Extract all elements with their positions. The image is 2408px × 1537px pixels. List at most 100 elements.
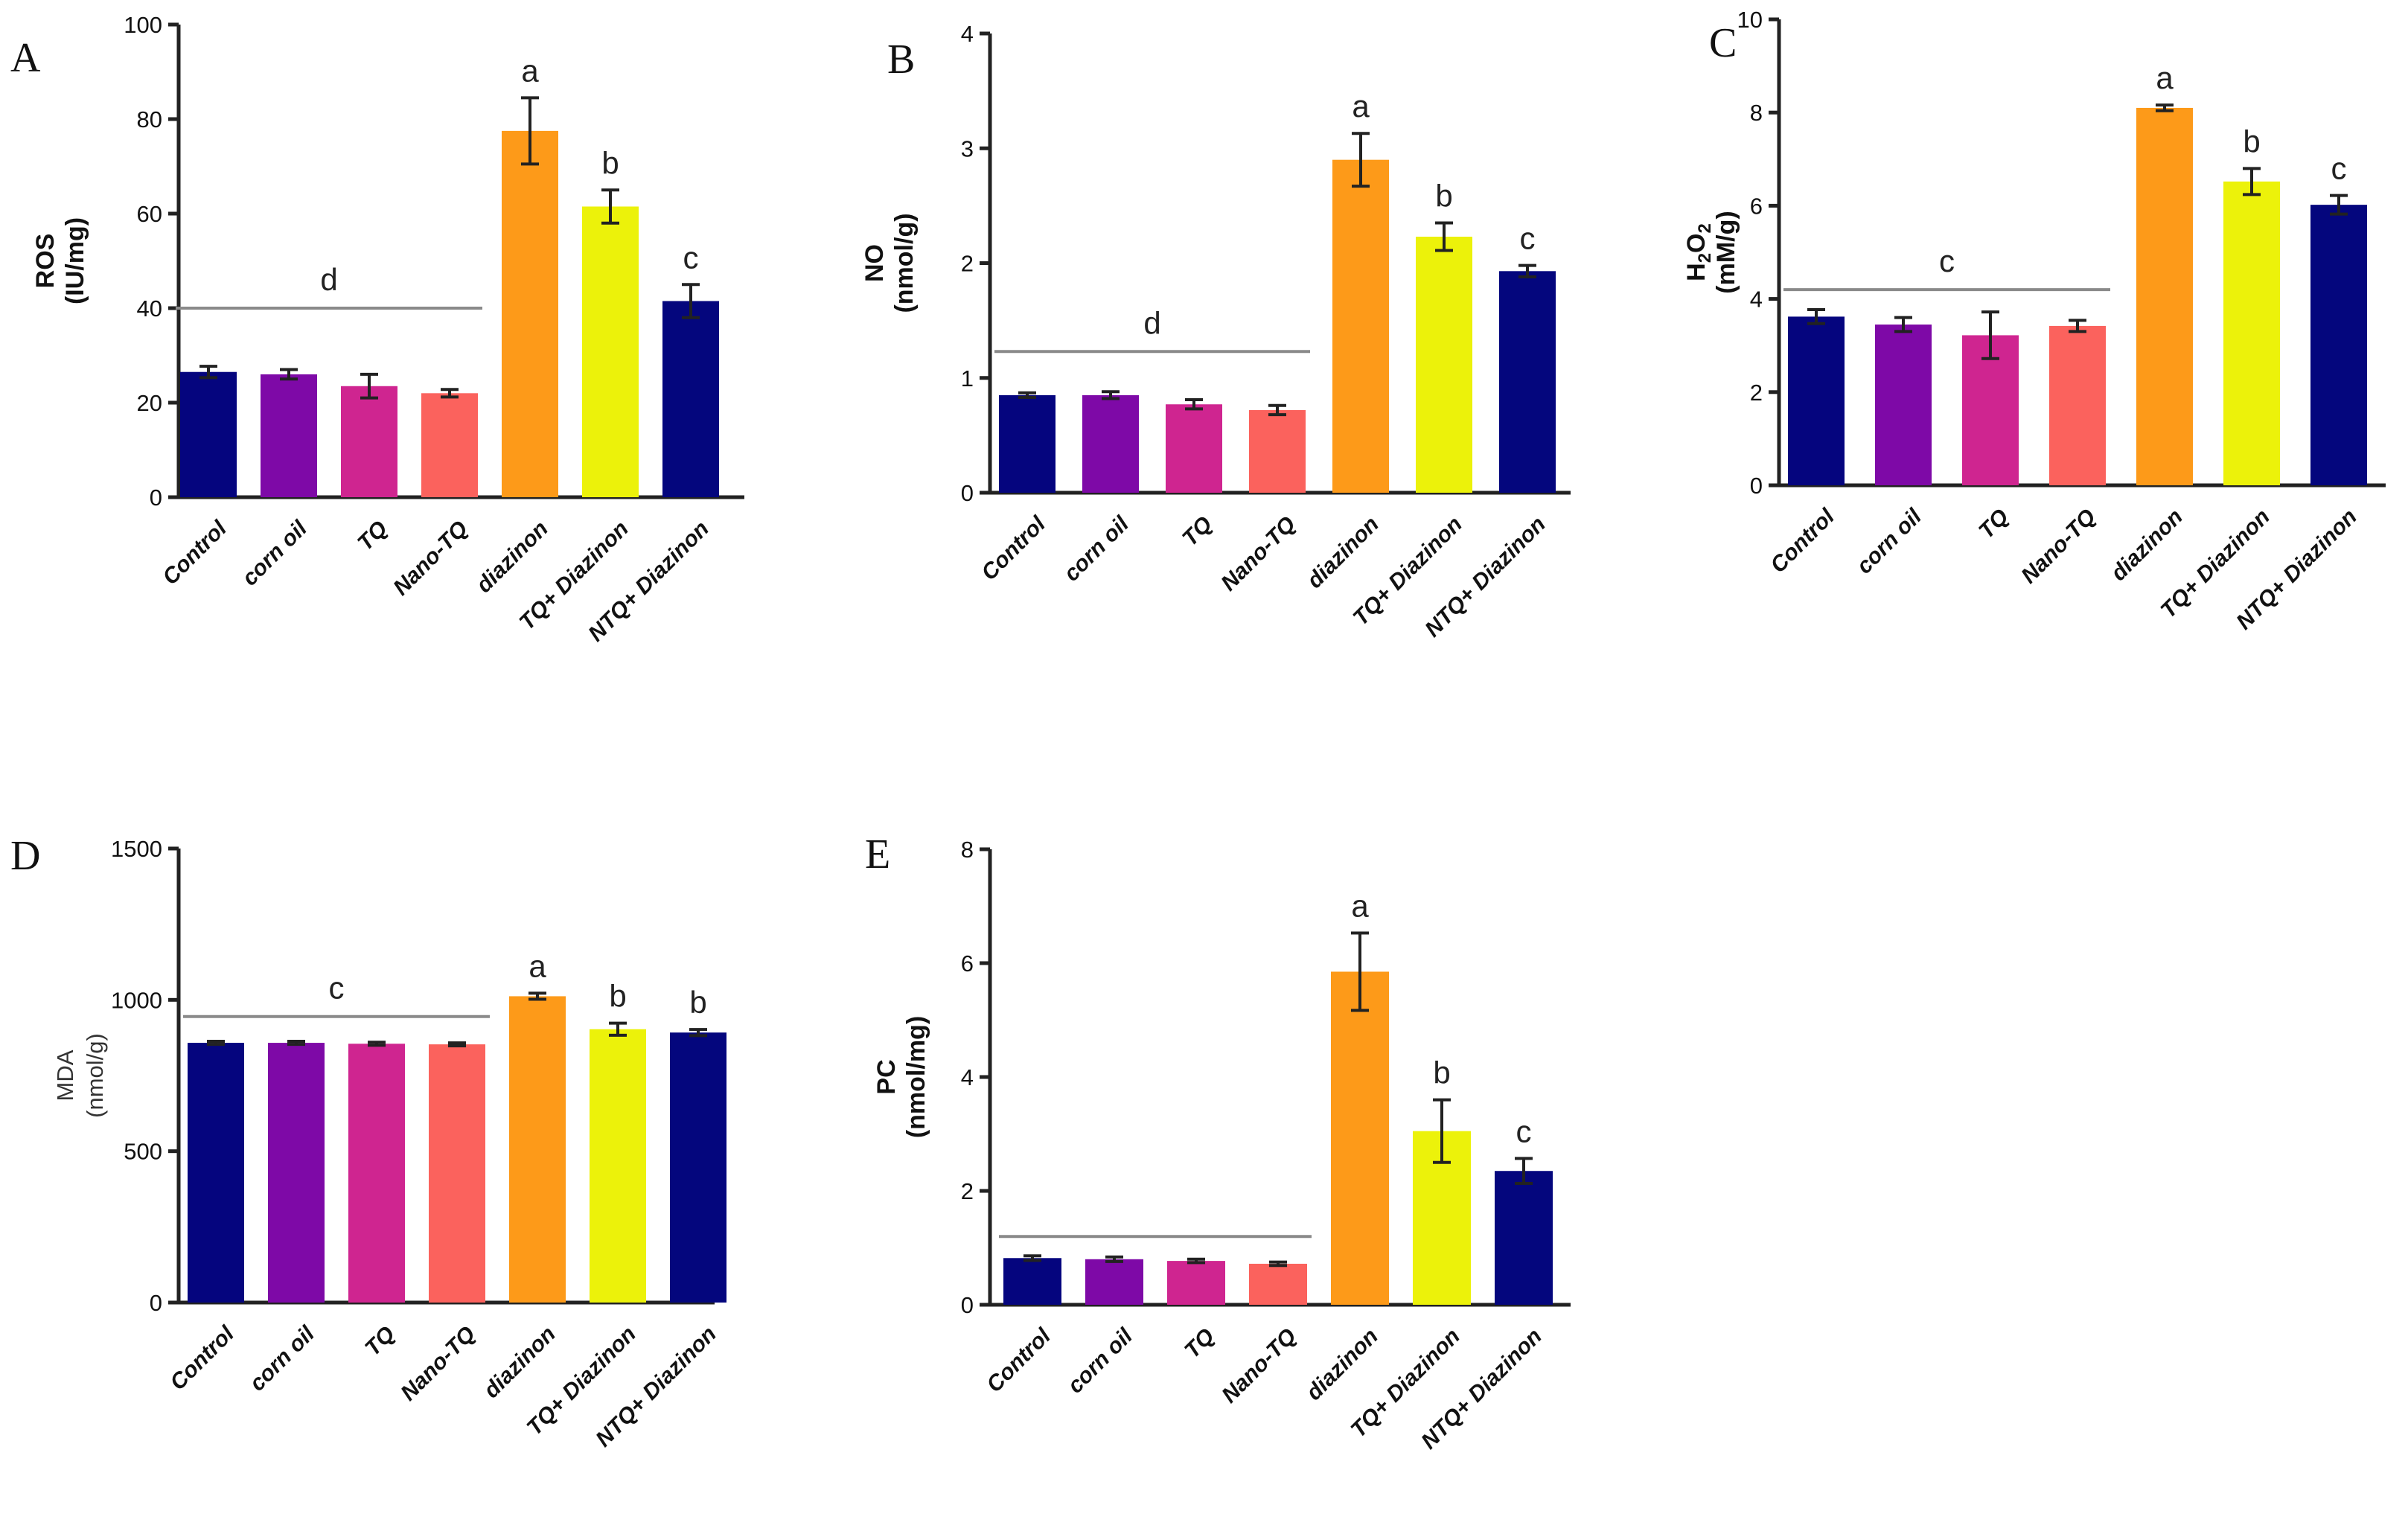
bar-tq-diazinon [1416,237,1472,493]
panel-E: E 0 2 4 6 8 PC (nmol/mg) Control corn oil TQNano-T… [865,831,1571,1454]
error-bar [287,1040,305,1046]
significance-letter: b [609,979,626,1014]
bar-diazinon [1331,971,1389,1305]
x-tick-label: Control [977,511,1050,585]
x-tick-label: corn oil [1852,504,1926,578]
y-tick-label: 8 [961,837,974,863]
error-bar [521,96,539,166]
error-bar [609,1021,627,1037]
x-tick-label: Nano-TQ [2016,505,2101,589]
error-bar [1518,263,1536,279]
y-tick-label: 4 [961,21,974,47]
x-tick-label: corn oil [237,516,312,590]
x-tick-label: corn oil [1063,1323,1137,1398]
error-bar [1515,1157,1533,1186]
y-tick-label: 100 [124,12,162,38]
bar-diazinon [502,130,558,497]
significance-letter: c [2331,151,2347,186]
significance-letter: a [521,53,539,88]
y-axis-label: MDA [52,1049,78,1101]
bar-tq [1167,1261,1225,1305]
x-tick-label: diazinon [479,1322,561,1403]
group-letter: c [1939,243,1955,278]
bar-tq-diazinon [590,1029,646,1303]
error-bar [1187,1257,1205,1265]
bar-control [1003,1258,1061,1305]
significance-letter: b [1435,179,1452,214]
bar-nano-tq [429,1044,485,1303]
y-axis-label: PC [872,1059,901,1094]
error-bar [1435,221,1453,252]
y-tick-label: 6 [961,950,974,977]
y-tick-label: 0 [150,485,162,511]
y-tick-label: 8 [1750,100,1763,126]
y-tick-label: 500 [124,1139,162,1165]
bar-control [999,394,1056,493]
panel-D: D 0 500 1000 1500 MDA (nmol/g) Control corn oil T… [10,833,726,1451]
error-bar [1269,1260,1287,1268]
error-bar [1268,403,1286,417]
y-tick-label: 1500 [111,836,162,862]
bar-corn-oil [268,1043,325,1303]
x-tick-label: diazinon [2107,505,2188,586]
y-axis-unit: (IU/mg) [61,217,89,304]
y-tick-label: 4 [961,1064,974,1090]
error-bar [1023,1254,1041,1262]
bar-tq [1962,335,2019,485]
y-tick-label: 2 [961,251,974,277]
panel-letter: D [10,833,40,879]
y-tick-label: 1 [961,365,974,392]
error-bar [1351,931,1369,1012]
error-bar [280,368,298,381]
bar-corn-oil [1082,394,1139,493]
bar-tq [1166,404,1222,493]
y-axis-unit: (nmol/g) [890,213,919,313]
bar-ntq-diazinon [2310,205,2367,485]
bar-ntq-diazinon [1499,271,1556,493]
y-axis-unit: (mM/g) [1712,211,1740,293]
error-bar [1352,132,1370,188]
y-tick-label: 3 [961,135,974,162]
y-tick-label: 0 [150,1290,162,1316]
x-tick-label: Nano-TQ [1217,1324,1301,1408]
group-letter: d [320,262,337,297]
significance-letter: b [689,985,706,1020]
error-bar [528,991,546,1001]
bar-ntq-diazinon [670,1032,726,1303]
panel-letter: E [865,831,890,878]
y-tick-label: 20 [137,390,162,416]
bar-nano-tq [1249,409,1306,493]
error-bar [1894,316,1912,333]
error-bar [1185,398,1203,411]
x-tick-label: diazinon [1303,512,1384,593]
error-bar [601,188,619,225]
bar-tq-diazinon [582,206,639,497]
y-axis-label: NO [860,244,889,282]
group-letter: c [329,971,345,1006]
y-tick-label: 60 [137,201,162,227]
error-bar [1018,391,1036,399]
y-tick-label: 6 [1750,193,1763,219]
y-tick-label: 2 [961,1178,974,1204]
significance-letter: a [1351,888,1369,923]
bar-diazinon [1332,159,1389,493]
error-bar [1433,1098,1451,1164]
y-tick-label: 80 [137,106,162,132]
x-tick-label: Nano-TQ [1216,512,1300,596]
x-tick-label: corn oil [245,1321,319,1396]
significance-letter: b [601,145,619,180]
y-tick-label: 0 [961,1292,974,1318]
bar-tq [348,1044,405,1303]
y-axis-unit: (nmol/mg) [902,1016,930,1138]
y-axis-label: ROS [31,234,60,289]
panel-letter: B [887,36,915,83]
error-bar [441,388,459,399]
error-bar [682,283,700,319]
y-tick-label: 1000 [111,987,162,1013]
y-tick-label: 10 [1737,7,1763,33]
x-tick-label: Control [1766,504,1839,578]
bar-diazinon [509,996,566,1303]
significance-letter: c [683,240,699,275]
x-tick-label: Nano-TQ [389,517,473,601]
